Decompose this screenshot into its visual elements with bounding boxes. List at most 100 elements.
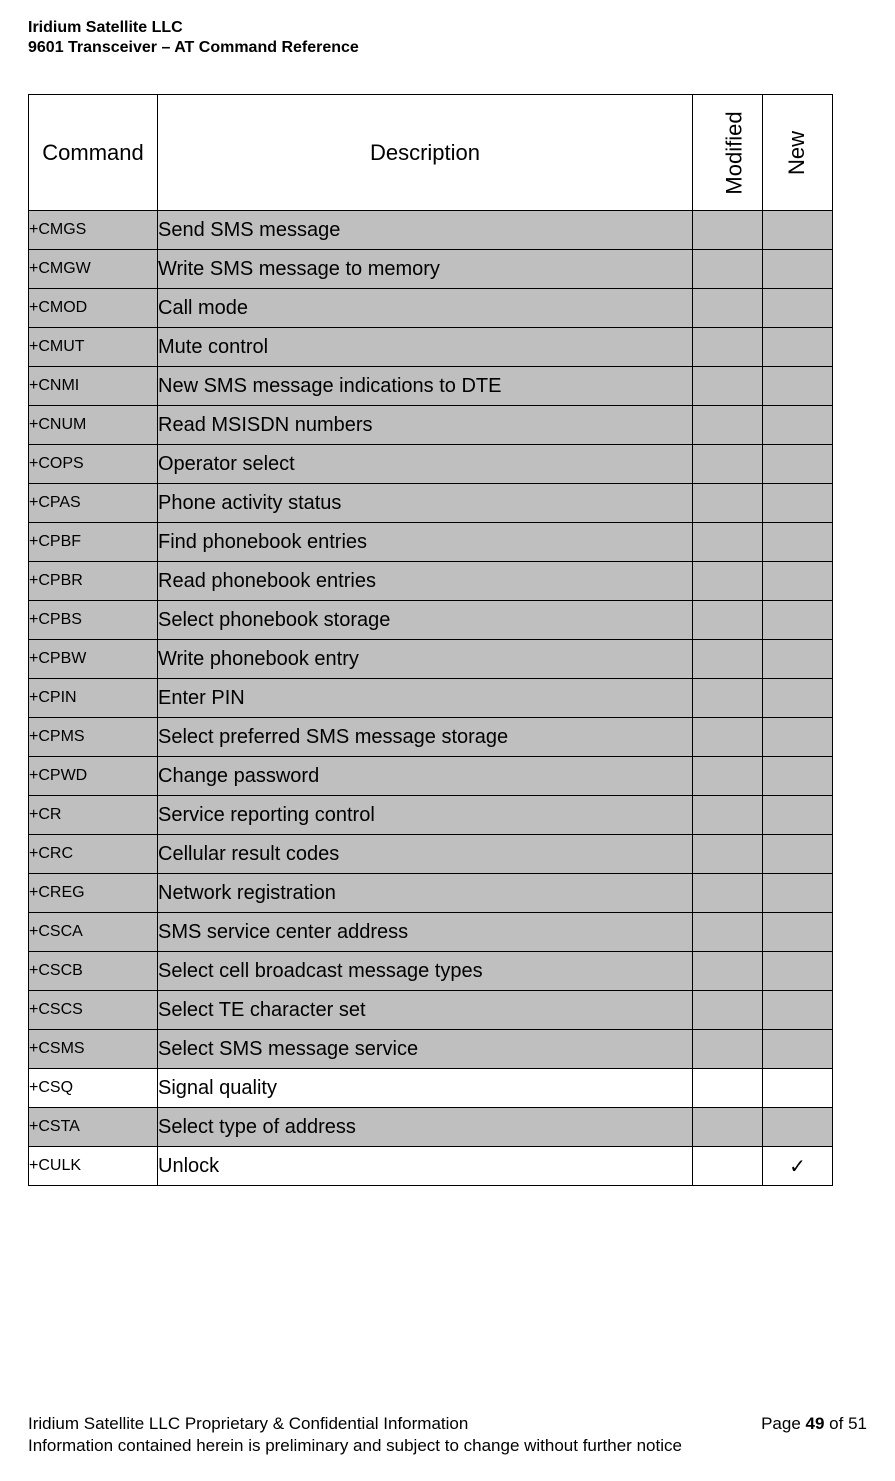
cell-command: +CSMS xyxy=(29,1030,158,1069)
table-row: +CPINEnter PIN xyxy=(29,679,833,718)
cell-command: +CPMS xyxy=(29,718,158,757)
table-row: +CRService reporting control xyxy=(29,796,833,835)
table-row: +CSTASelect type of address xyxy=(29,1108,833,1147)
cell-command: +CMUT xyxy=(29,328,158,367)
cell-description: New SMS message indications to DTE xyxy=(158,367,693,406)
cell-command: +CULK xyxy=(29,1147,158,1186)
table-row: +CPWDChange password xyxy=(29,757,833,796)
table-header-row: Command Description Modified New xyxy=(29,95,833,211)
cell-new xyxy=(763,250,833,289)
header-text-modified: Modified xyxy=(722,111,748,194)
table-row: +CREGNetwork registration xyxy=(29,874,833,913)
cell-new xyxy=(763,1030,833,1069)
table-row: +CPBSSelect phonebook storage xyxy=(29,601,833,640)
cell-command: +CR xyxy=(29,796,158,835)
cell-command: +CSCB xyxy=(29,952,158,991)
cell-description: Select phonebook storage xyxy=(158,601,693,640)
header-line-2: 9601 Transceiver – AT Command Reference xyxy=(28,38,867,58)
header-text-new: New xyxy=(784,130,810,174)
cell-new xyxy=(763,835,833,874)
cell-new xyxy=(763,328,833,367)
cell-new xyxy=(763,874,833,913)
footer-page-prefix: Page xyxy=(761,1414,805,1433)
cell-description: Service reporting control xyxy=(158,796,693,835)
cell-command: +COPS xyxy=(29,445,158,484)
cell-modified xyxy=(693,562,763,601)
cell-command: +CREG xyxy=(29,874,158,913)
table-row: +COPSOperator select xyxy=(29,445,833,484)
table-row: +CPBRRead phonebook entries xyxy=(29,562,833,601)
cell-command: +CSQ xyxy=(29,1069,158,1108)
footer-right-1: Page 49 of 51 xyxy=(761,1413,867,1435)
cell-command: +CPAS xyxy=(29,484,158,523)
cell-description: Read phonebook entries xyxy=(158,562,693,601)
table-row: +CSQSignal quality xyxy=(29,1069,833,1108)
table-row: +CRCCellular result codes xyxy=(29,835,833,874)
cell-description: Mute control xyxy=(158,328,693,367)
cell-new xyxy=(763,796,833,835)
cell-description: Unlock xyxy=(158,1147,693,1186)
table-row: +CULKUnlock ✓ xyxy=(29,1147,833,1186)
cell-command: +CPIN xyxy=(29,679,158,718)
cell-modified xyxy=(693,913,763,952)
table-row: +CSCSSelect TE character set xyxy=(29,991,833,1030)
table-header: Command Description Modified New xyxy=(29,95,833,211)
cell-modified xyxy=(693,1030,763,1069)
footer-page-suffix: of 51 xyxy=(824,1414,867,1433)
cell-new xyxy=(763,718,833,757)
cell-modified xyxy=(693,523,763,562)
cell-new xyxy=(763,1108,833,1147)
cell-description: Enter PIN xyxy=(158,679,693,718)
table-row: +CMGWWrite SMS message to memory xyxy=(29,250,833,289)
cell-modified xyxy=(693,445,763,484)
cell-description: Select SMS message service xyxy=(158,1030,693,1069)
cell-new xyxy=(763,913,833,952)
cell-modified xyxy=(693,835,763,874)
cell-new: ✓ xyxy=(763,1147,833,1186)
table-row: +CPBFFind phonebook entries xyxy=(29,523,833,562)
cell-command: +CPBW xyxy=(29,640,158,679)
cell-description: Write phonebook entry xyxy=(158,640,693,679)
cell-modified xyxy=(693,718,763,757)
cell-description: Select type of address xyxy=(158,1108,693,1147)
header-cell-new: New xyxy=(763,95,833,211)
cell-modified xyxy=(693,601,763,640)
table-row: +CMGSSend SMS message xyxy=(29,211,833,250)
footer-left-1: Iridium Satellite LLC Proprietary & Conf… xyxy=(28,1413,468,1435)
cell-command: +CPBF xyxy=(29,523,158,562)
table-row: +CSCASMS service center address xyxy=(29,913,833,952)
cell-new xyxy=(763,1069,833,1108)
footer-row-1: Iridium Satellite LLC Proprietary & Conf… xyxy=(28,1413,867,1435)
cell-modified xyxy=(693,406,763,445)
header-line-1: Iridium Satellite LLC xyxy=(28,18,867,38)
cell-modified xyxy=(693,757,763,796)
cell-modified xyxy=(693,991,763,1030)
cell-description: SMS service center address xyxy=(158,913,693,952)
cell-command: +CNMI xyxy=(29,367,158,406)
footer-line-2: Information contained herein is prelimin… xyxy=(28,1435,867,1457)
cell-modified xyxy=(693,874,763,913)
table-row: +CNMINew SMS message indications to DTE xyxy=(29,367,833,406)
table-row: +CNUMRead MSISDN numbers xyxy=(29,406,833,445)
cell-modified xyxy=(693,367,763,406)
cell-new xyxy=(763,211,833,250)
table-row: +CPBWWrite phonebook entry xyxy=(29,640,833,679)
cell-command: +CSTA xyxy=(29,1108,158,1147)
cell-command: +CMGW xyxy=(29,250,158,289)
cell-modified xyxy=(693,952,763,991)
cell-description: Find phonebook entries xyxy=(158,523,693,562)
table-row: +CSMSSelect SMS message service xyxy=(29,1030,833,1069)
cell-command: +CRC xyxy=(29,835,158,874)
cell-modified xyxy=(693,640,763,679)
cell-command: +CNUM xyxy=(29,406,158,445)
cell-description: Select preferred SMS message storage xyxy=(158,718,693,757)
cell-new xyxy=(763,757,833,796)
cell-description: Network registration xyxy=(158,874,693,913)
page-header: Iridium Satellite LLC 9601 Transceiver –… xyxy=(28,18,867,58)
cell-command: +CPWD xyxy=(29,757,158,796)
cell-command: +CMGS xyxy=(29,211,158,250)
header-cell-modified: Modified xyxy=(693,95,763,211)
cell-description: Read MSISDN numbers xyxy=(158,406,693,445)
table-body: +CMGSSend SMS message+CMGWWrite SMS mess… xyxy=(29,211,833,1186)
cell-description: Signal quality xyxy=(158,1069,693,1108)
